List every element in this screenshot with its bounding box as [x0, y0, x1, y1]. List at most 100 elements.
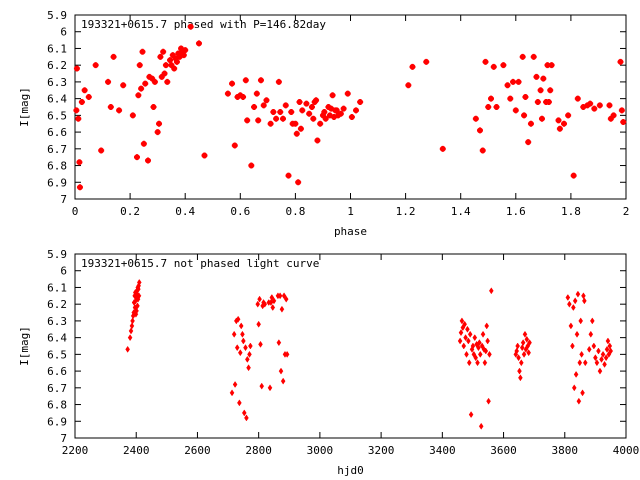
unphased-data-point	[463, 334, 468, 342]
unphased-data-point	[270, 304, 276, 311]
unphased-data-point	[237, 349, 243, 357]
phased-data-point	[171, 65, 178, 72]
phased-y-tick-label: 6.5	[47, 109, 67, 122]
phased-data-point	[237, 92, 244, 99]
unphased-x-tick-label: 3800	[552, 444, 579, 457]
phased-data-point	[493, 104, 500, 110]
phased-data-point	[510, 78, 517, 85]
phased-data-point	[321, 109, 328, 116]
phased-data-point	[500, 62, 507, 69]
phased-y-tick-label: 6.3	[47, 76, 67, 89]
unphased-data-point	[235, 315, 241, 323]
phased-data-point	[344, 90, 351, 97]
phased-data-point	[231, 142, 238, 149]
phased-data-point	[92, 62, 99, 69]
unphased-y-tick-label: 6.8	[47, 399, 67, 412]
unphased-data-point	[603, 354, 609, 362]
phased-y-tick-label: 6.6	[47, 126, 67, 139]
unphased-data-point	[590, 317, 595, 325]
phased-data-point	[548, 62, 555, 69]
unphased-data-point	[580, 389, 585, 397]
phased-data-point	[224, 90, 231, 97]
unphased-y-tick-label: 6.5	[47, 348, 67, 361]
phased-data-point	[288, 109, 295, 116]
phased-data-point	[76, 159, 83, 166]
unphased-data-point	[136, 285, 141, 293]
phased-data-point	[555, 117, 562, 124]
unphased-data-point	[267, 384, 273, 392]
unphased-data-point	[514, 347, 520, 355]
unphased-y-tick-label: 5.9	[47, 248, 67, 261]
phased-data-point	[507, 95, 514, 102]
unphased-data-point	[483, 347, 489, 355]
phased-data-point	[306, 110, 313, 117]
unphased-light-curve-chart: 2200 2400 2600 2800 3000 3200 3400 3600 3800 4000…	[18, 248, 639, 477]
phased-data-point	[257, 77, 264, 84]
unphased-data-point	[486, 397, 491, 405]
phased-data-point	[610, 112, 617, 119]
phased-x-tick-label: 0.4	[175, 205, 195, 218]
phased-data-point	[158, 73, 165, 80]
phased-y-tick-label: 6.7	[47, 143, 67, 156]
phased-data-point	[160, 48, 167, 55]
unphased-x-tick-label: 4000	[613, 444, 640, 457]
phased-data-point	[607, 115, 614, 122]
phased-data-point	[547, 87, 554, 94]
phased-data-point	[173, 58, 180, 65]
phased-data-point	[172, 55, 179, 62]
phased-x-tick-label: 0.6	[230, 205, 250, 218]
phased-data-point	[280, 115, 287, 122]
phased-data-point	[533, 73, 540, 80]
unphased-data-point	[476, 344, 481, 352]
unphased-data-point	[245, 355, 250, 363]
unphased-data-point	[519, 344, 525, 352]
phased-data-point	[182, 47, 189, 54]
phased-data-point	[151, 78, 158, 85]
phased-data-point	[229, 80, 236, 87]
unphased-data-point	[284, 350, 290, 358]
phased-data-point	[299, 107, 306, 114]
phased-data-point	[488, 95, 495, 102]
unphased-data-point	[277, 292, 283, 300]
unphased-data-point	[582, 359, 588, 367]
unphased-y-tick-label: 6.9	[47, 415, 67, 428]
unphased-y-tick-label: 6.6	[47, 365, 67, 378]
unphased-data-point	[487, 350, 492, 358]
phased-data-point	[587, 100, 594, 107]
phased-data-point	[330, 114, 337, 121]
phased-data-point	[570, 172, 577, 179]
phased-data-point	[105, 78, 112, 85]
phased-data-point	[545, 98, 552, 105]
phased-data-point	[538, 115, 545, 122]
unphased-data-point	[526, 349, 531, 357]
phased-data-point	[267, 120, 274, 127]
phased-data-point	[527, 120, 534, 127]
phased-plot-frame	[74, 14, 627, 200]
phased-data-point	[310, 115, 317, 122]
unphased-data-point	[461, 342, 467, 350]
unphased-data-point	[594, 359, 600, 367]
phased-data-point	[242, 77, 249, 84]
phased-data-point	[195, 40, 202, 47]
unphased-data-point	[241, 337, 246, 345]
unphased-data-point	[258, 340, 263, 348]
unphased-data-point	[257, 295, 262, 303]
phased-data-point	[129, 112, 136, 119]
unphased-data-point	[516, 354, 521, 362]
unphased-data-point	[485, 337, 490, 345]
phased-data-point	[251, 104, 258, 110]
phased-data-point	[556, 125, 563, 132]
unphased-data-point	[518, 374, 523, 382]
phased-data-point	[353, 107, 360, 114]
phased-data-point	[540, 75, 547, 82]
unphased-data-point	[229, 389, 235, 397]
unphased-data-point	[577, 359, 583, 367]
phased-data-point	[78, 98, 85, 105]
phased-data-point	[297, 125, 304, 132]
unphased-data-point	[578, 317, 583, 325]
phased-data-point	[73, 107, 80, 114]
phased-data-point	[565, 112, 572, 119]
phased-data-point	[179, 48, 186, 55]
phased-y-tick-label: 6	[60, 26, 67, 39]
phased-data-point	[142, 80, 149, 87]
